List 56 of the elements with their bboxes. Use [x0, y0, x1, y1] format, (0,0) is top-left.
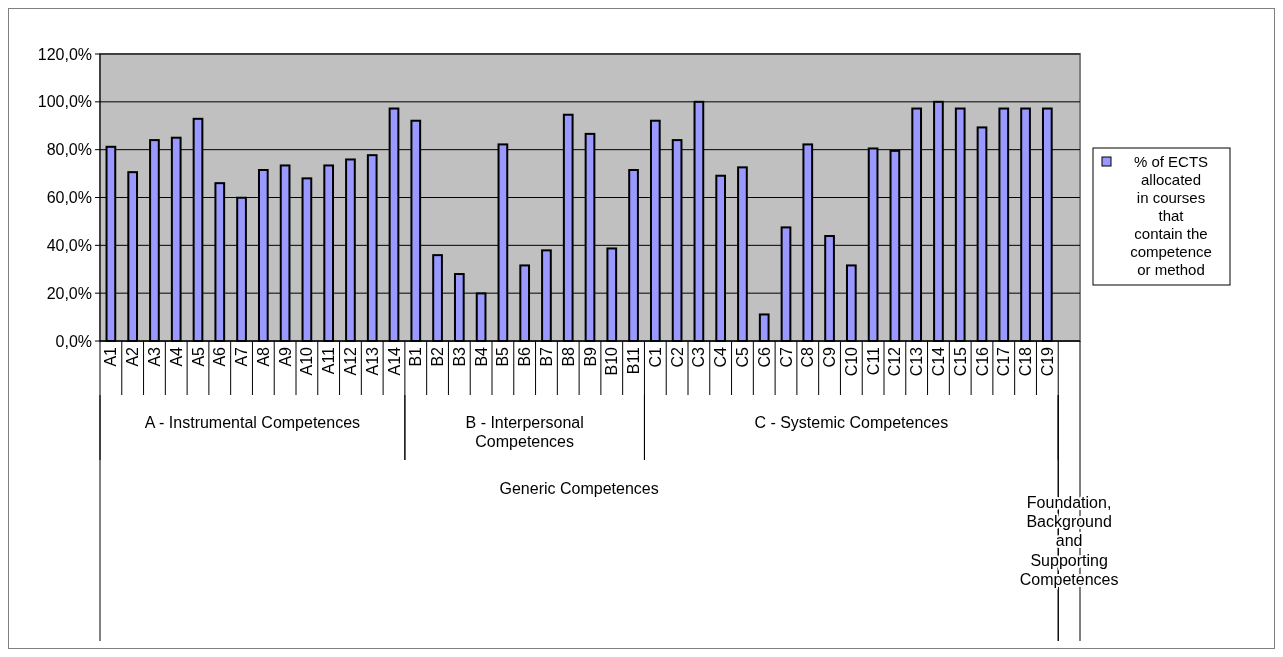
x-tick-label: A14 — [385, 346, 403, 376]
x-tick-label: B8 — [559, 346, 577, 367]
x-tick-label: B10 — [603, 346, 621, 376]
y-tick-label: 0,0% — [55, 332, 92, 350]
y-tick-label: 120,0% — [37, 45, 92, 63]
x-tick-label: C7 — [777, 346, 795, 368]
x-tick-label: C9 — [821, 346, 839, 368]
x-tick-label: C10 — [842, 346, 860, 377]
x-tick-label: A1 — [102, 346, 120, 367]
x-tick-label: C11 — [864, 346, 882, 376]
x-tick-label: B4 — [472, 346, 490, 367]
x-tick-label: A5 — [189, 346, 207, 367]
x-tick-label: C3 — [690, 346, 708, 368]
x-tick-label: C5 — [734, 346, 752, 368]
x-tick-label: B11 — [625, 346, 643, 375]
x-tick-label: A6 — [211, 346, 229, 367]
x-tick-label: C13 — [908, 346, 926, 377]
text: B - Interpersonal Competences — [465, 414, 584, 451]
y-tick-label: 20,0% — [46, 284, 92, 302]
y-tick-label: 40,0% — [46, 236, 92, 254]
x-tick-label: C4 — [712, 346, 730, 368]
legend-label: % of ECTS allocated in courses that contain the competence or method — [1130, 153, 1212, 279]
x-tick-label: A12 — [342, 346, 360, 376]
x-tick-label: A11 — [320, 346, 338, 375]
x-tick-label: A7 — [233, 346, 251, 367]
y-tick-label: 100,0% — [37, 93, 92, 111]
x-tick-label: A2 — [124, 346, 142, 367]
x-tick-label: B1 — [407, 346, 425, 367]
text: A - Instrumental Competences — [144, 414, 361, 431]
y-tick-label: 60,0% — [46, 189, 92, 207]
x-tick-label: C18 — [1017, 346, 1035, 377]
x-tick-label: B9 — [581, 346, 599, 367]
x-tick-label: C19 — [1038, 346, 1056, 377]
text: C - Systemic Competences — [754, 414, 949, 431]
x-tick-label: A13 — [363, 346, 381, 376]
x-tick-label: A8 — [254, 346, 272, 367]
x-tick-label: C14 — [930, 346, 948, 377]
x-tick-label: C15 — [951, 346, 969, 377]
x-tick-label: B6 — [516, 346, 534, 367]
x-tick-label: A10 — [298, 346, 316, 376]
x-tick-label: C8 — [799, 346, 817, 368]
x-tick-label: B3 — [450, 346, 468, 367]
x-tick-label: C17 — [995, 346, 1013, 377]
x-tick-label: A3 — [146, 346, 164, 367]
x-tick-label: C16 — [973, 346, 991, 377]
x-tick-label: C1 — [646, 346, 664, 368]
x-tick-label: A4 — [167, 346, 185, 367]
x-tick-label: C12 — [886, 346, 904, 377]
x-tick-label: A9 — [276, 346, 294, 367]
x-tick-label: C6 — [755, 346, 773, 368]
x-tick-label: C2 — [668, 346, 686, 368]
y-tick-label: 80,0% — [46, 141, 92, 159]
x-tick-label: B7 — [538, 346, 556, 367]
text: Generic Competences — [499, 480, 659, 497]
x-tick-label: B5 — [494, 346, 512, 367]
x-tick-label: B2 — [429, 346, 447, 367]
